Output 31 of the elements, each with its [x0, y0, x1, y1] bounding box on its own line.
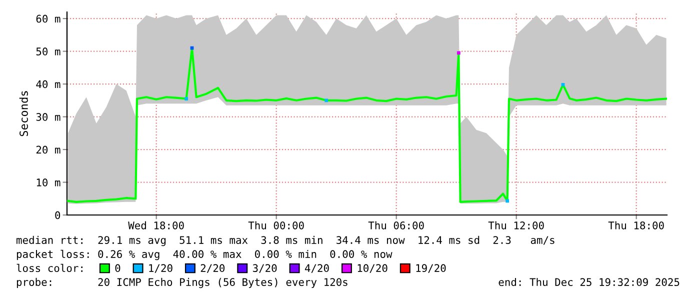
point — [456, 51, 460, 55]
text: end: Thu Dec 25 19:32:09 2025 — [498, 278, 680, 286]
x-tick-label: Thu 18:00 — [608, 221, 664, 230]
point — [184, 97, 188, 100]
x-tick-label: Wed 18:00 — [128, 221, 184, 230]
legend-label: 4/20 — [304, 264, 329, 273]
legend-title: loss color: — [16, 264, 82, 272]
legend-label: 1/20 — [149, 264, 172, 273]
point — [561, 82, 565, 86]
text: probe: 20 ICMP Echo Pings (56 Bytes) every 120s — [16, 278, 348, 288]
y-axis-title: Seconds — [19, 91, 28, 136]
legend-label: 3/20 — [252, 264, 277, 273]
point — [324, 98, 328, 102]
y-tick-label: 50 m — [36, 48, 60, 56]
y-tick-label: 30 m — [36, 113, 60, 121]
text: packet loss: 0.26 % avg 40.00 % max 0.00 % min 0.00 % now — [16, 250, 392, 260]
x-tick-label: Thu 06:00 — [368, 221, 424, 230]
y-tick-label: 20 m — [36, 146, 60, 154]
y-tick-label: 10 m — [36, 178, 60, 186]
y-tick-label: 40 m — [36, 80, 60, 88]
point — [506, 199, 510, 203]
y-tick-label: 60 m — [36, 14, 60, 23]
y-tick-label: 0 — [55, 211, 60, 220]
legend-label: 2/20 — [200, 264, 225, 273]
line-series — [67, 46, 667, 203]
legend-label: 19/20 — [416, 264, 446, 273]
legend-label: 10/20 — [358, 264, 388, 273]
legend-label: 0 — [115, 264, 120, 272]
x-tick-label: Thu 12:00 — [488, 221, 544, 230]
x-tick-label: Thu 00:00 — [248, 221, 304, 230]
text: median rtt: 29.1 ms avg 51.1 ms max 3.8 ms min 34.4 ms now 12.4 ms sd 2.3 am/s — [16, 236, 554, 246]
